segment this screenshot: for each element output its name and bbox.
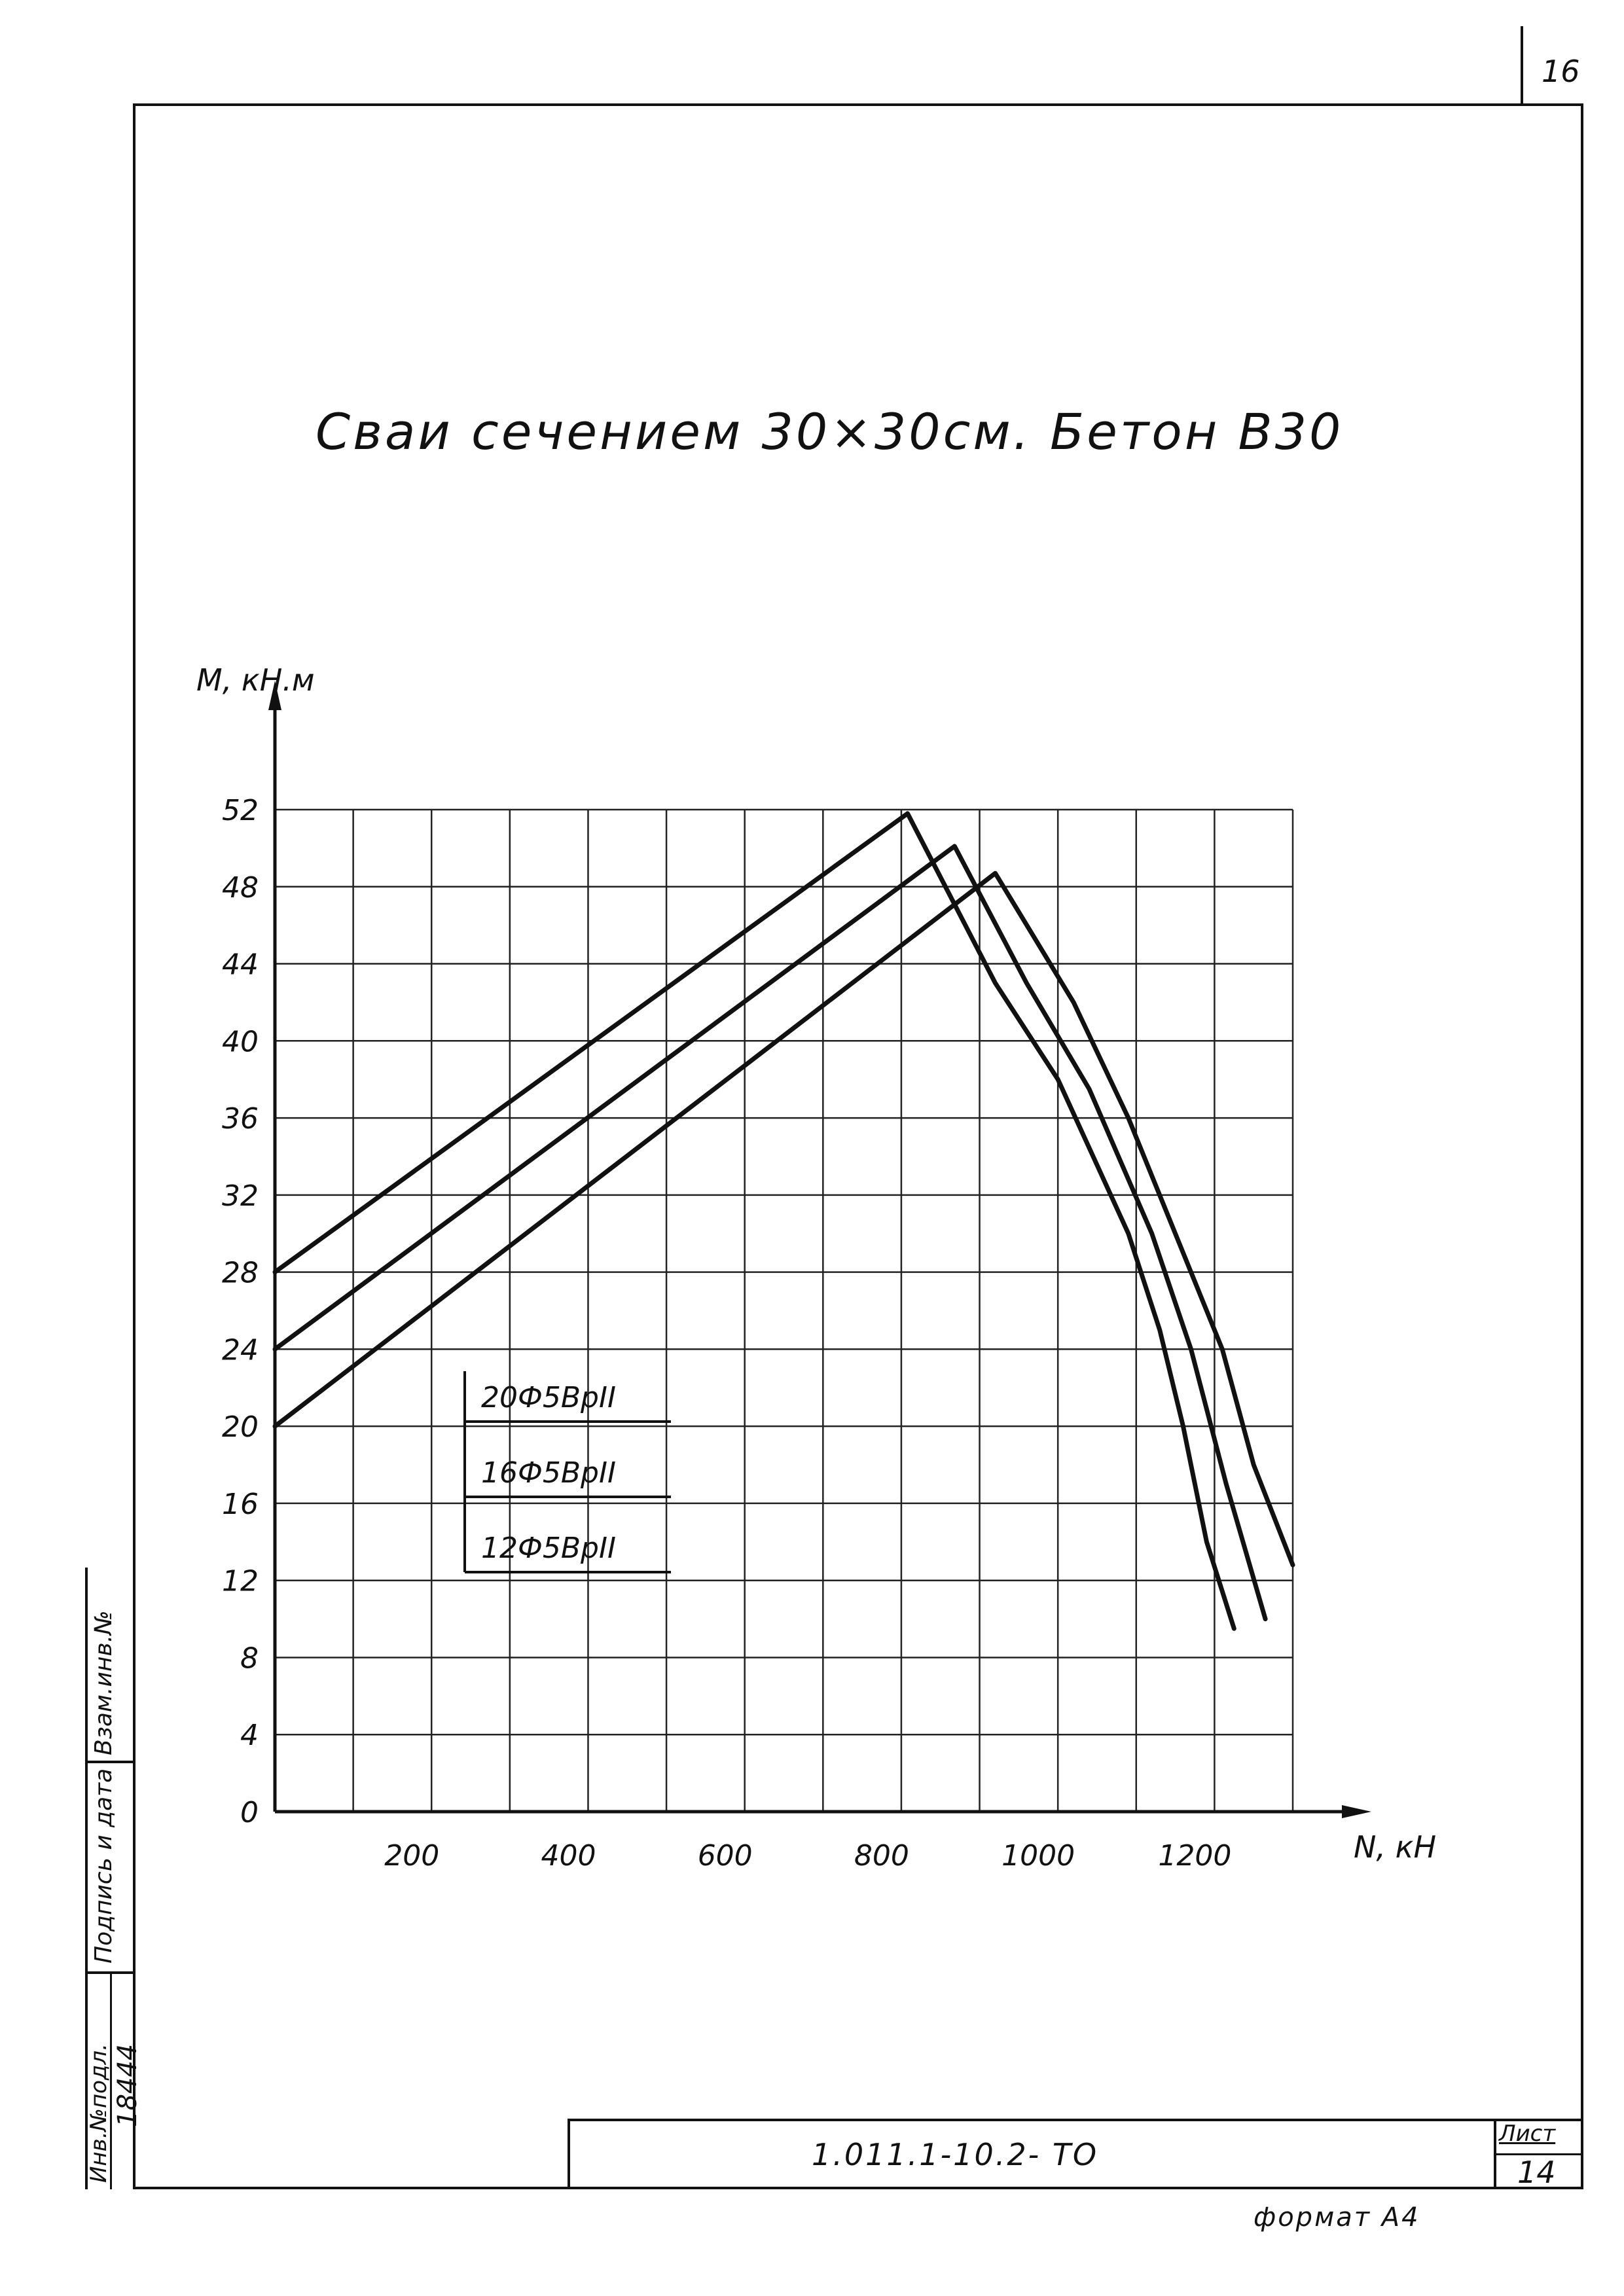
x-tick-label: 400 bbox=[541, 1839, 596, 1873]
chart-axes: M, кН.м N, кН bbox=[196, 662, 1436, 1865]
y-tick-label: 48 bbox=[222, 871, 259, 905]
page-title: Сваи сечением 30×30см. Бетон В30 bbox=[316, 403, 1344, 461]
document-code: 1.011.1-10.2- ТО bbox=[812, 2137, 1099, 2172]
chart-series bbox=[272, 811, 1295, 1631]
drawing-frame bbox=[133, 103, 1583, 2189]
x-tick-label: 1200 bbox=[1158, 1839, 1231, 1873]
y-tick-label: 44 bbox=[222, 948, 259, 982]
title-block bbox=[568, 2119, 1583, 2189]
top-sheet-number: 16 bbox=[1542, 54, 1580, 89]
title-block-sheet-divider bbox=[1494, 2153, 1583, 2155]
y-tick-label: 32 bbox=[222, 1179, 259, 1213]
sheet-label: Лист bbox=[1499, 2121, 1556, 2147]
format-label: формат А4 bbox=[1254, 2202, 1420, 2233]
x-tick-label: 200 bbox=[384, 1839, 439, 1873]
side-field-replacement: Взам.инв.№ bbox=[90, 1610, 117, 1755]
y-tick-label: 52 bbox=[222, 794, 259, 827]
x-tick-label: 800 bbox=[854, 1839, 909, 1873]
y-tick-label: 24 bbox=[222, 1333, 259, 1367]
y-tick-label: 16 bbox=[222, 1488, 259, 1521]
y-tick-label: 36 bbox=[222, 1102, 259, 1136]
series-line-3 bbox=[272, 870, 1295, 1568]
y-tick-label: 40 bbox=[222, 1025, 259, 1058]
x-tick-label: 600 bbox=[698, 1839, 753, 1873]
side-strip-divider bbox=[85, 1971, 133, 1974]
legend-label: 12Ф5ВрII bbox=[481, 1532, 616, 1565]
series-line-2 bbox=[272, 844, 1268, 1622]
side-field-inventory: Инв.№подл. bbox=[86, 2043, 112, 2183]
y-tick-label: 0 bbox=[240, 1796, 259, 1829]
y-axis-label: M, кН.м bbox=[196, 662, 315, 698]
side-field-signature-date: Подпись и дата bbox=[90, 1768, 117, 1964]
sheet-number: 14 bbox=[1517, 2155, 1556, 2190]
x-axis-arrow bbox=[1342, 1805, 1371, 1818]
y-tick-label: 12 bbox=[222, 1565, 259, 1598]
side-strip-divider bbox=[85, 1761, 133, 1763]
x-tick-label: 1000 bbox=[1001, 1839, 1075, 1873]
x-axis-label: N, кН bbox=[1354, 1829, 1436, 1865]
side-registration-strip bbox=[85, 1568, 133, 2189]
legend-label: 16Ф5ВрII bbox=[481, 1456, 616, 1490]
y-tick-label: 8 bbox=[240, 1641, 259, 1675]
y-axis-arrow bbox=[268, 681, 281, 710]
series-line-1 bbox=[272, 811, 1236, 1631]
top-sheet-tick bbox=[1521, 26, 1523, 105]
y-tick-label: 20 bbox=[222, 1410, 259, 1444]
y-tick-label: 4 bbox=[240, 1719, 259, 1752]
side-strip-column-divider bbox=[110, 1973, 112, 2189]
y-tick-label: 28 bbox=[222, 1257, 259, 1290]
chart-grid bbox=[275, 808, 1294, 1812]
chart-legend: 20Ф5ВрII 16Ф5ВрII 12Ф5ВрII bbox=[463, 1371, 671, 1573]
legend-label: 20Ф5ВрII bbox=[481, 1381, 616, 1414]
side-field-inventory-value: 18444 bbox=[113, 2043, 143, 2127]
